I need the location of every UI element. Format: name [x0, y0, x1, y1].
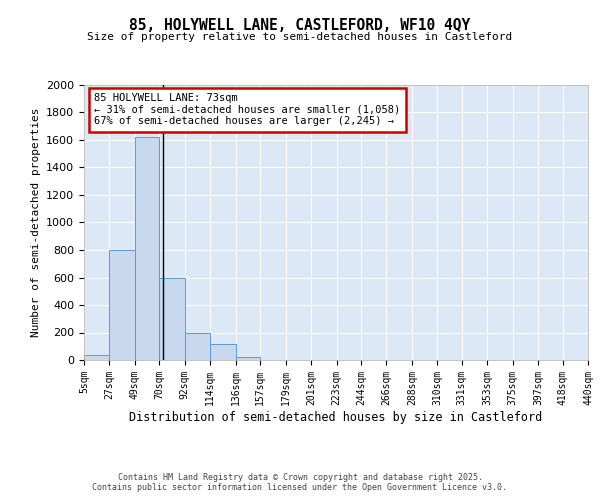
Text: 85 HOLYWELL LANE: 73sqm
← 31% of semi-detached houses are smaller (1,058)
67% of: 85 HOLYWELL LANE: 73sqm ← 31% of semi-de…	[94, 93, 400, 126]
Text: 85, HOLYWELL LANE, CASTLEFORD, WF10 4QY: 85, HOLYWELL LANE, CASTLEFORD, WF10 4QY	[130, 18, 470, 32]
X-axis label: Distribution of semi-detached houses by size in Castleford: Distribution of semi-detached houses by …	[130, 410, 542, 424]
Y-axis label: Number of semi-detached properties: Number of semi-detached properties	[31, 108, 41, 337]
Bar	[109, 250, 135, 360]
Bar	[210, 344, 236, 360]
Bar	[236, 357, 260, 360]
Bar	[185, 332, 210, 360]
Text: Size of property relative to semi-detached houses in Castleford: Size of property relative to semi-detach…	[88, 32, 512, 42]
Bar	[84, 354, 109, 360]
Bar	[160, 278, 185, 360]
Bar	[135, 137, 160, 360]
Text: Contains HM Land Registry data © Crown copyright and database right 2025.
Contai: Contains HM Land Registry data © Crown c…	[92, 473, 508, 492]
